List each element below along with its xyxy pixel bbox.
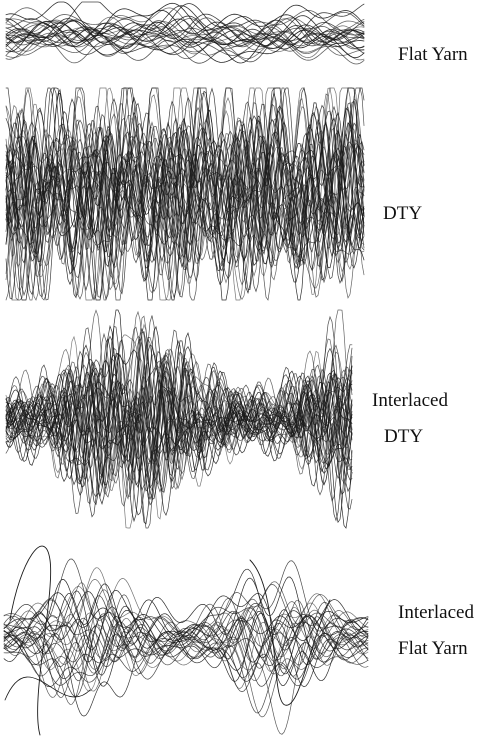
panel-label: DTY xyxy=(383,203,422,224)
yarn-filament xyxy=(4,599,368,669)
panel-label: Interlaced xyxy=(398,602,474,623)
panel-label: Interlaced xyxy=(372,390,448,411)
panel-label: Flat Yarn xyxy=(398,44,468,65)
yarn-drawings xyxy=(4,2,368,735)
yarn-figure: Flat Yarn DTY Interlaced DTY Interlaced … xyxy=(0,0,504,739)
yarn-filament xyxy=(4,600,368,697)
panel-label: Flat Yarn xyxy=(398,638,468,659)
panel-label: DTY xyxy=(384,426,423,447)
